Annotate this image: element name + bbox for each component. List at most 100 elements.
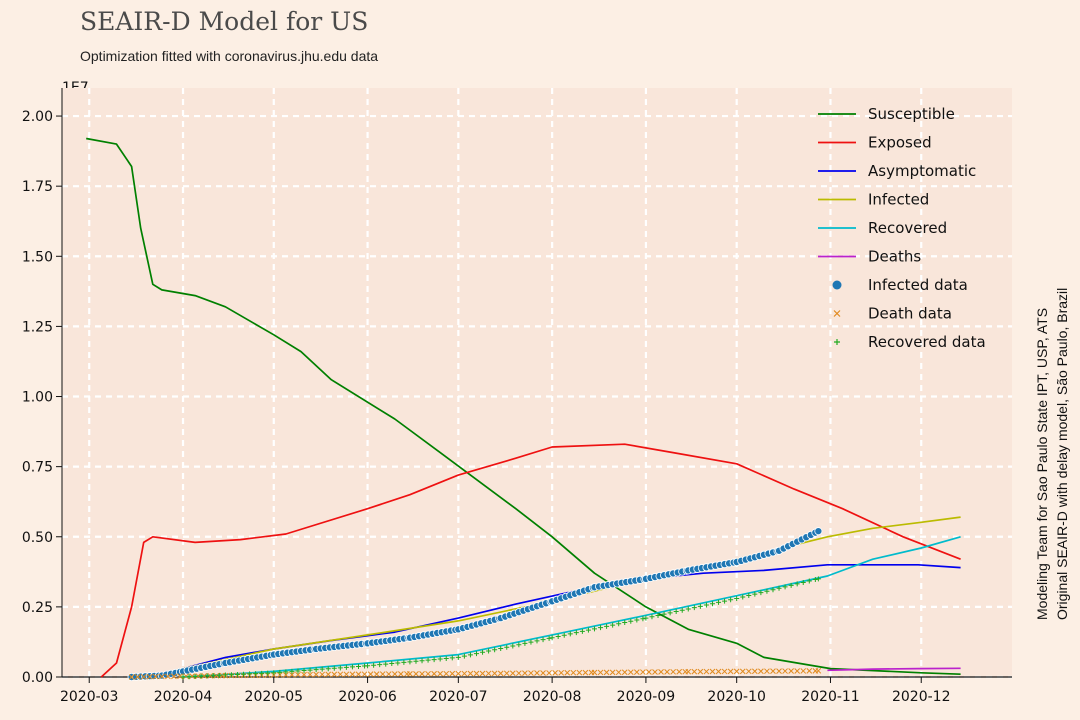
point-recovered-data xyxy=(534,638,540,644)
point-recovered-data xyxy=(180,674,186,680)
point-death-data xyxy=(591,669,598,676)
point-death-data xyxy=(295,671,301,678)
point-death-data xyxy=(633,669,640,675)
point-recovered-data xyxy=(567,631,573,637)
point-recovered-data xyxy=(289,668,295,674)
point-recovered-data xyxy=(812,577,818,583)
point-death-data xyxy=(509,670,516,677)
point-death-data xyxy=(806,668,813,674)
point-recovered-data xyxy=(186,674,192,680)
point-recovered-data xyxy=(210,673,216,679)
point-death-data xyxy=(597,669,604,676)
point-death-data xyxy=(546,670,552,676)
point-death-data xyxy=(165,673,171,680)
legend: Susceptible Exposed Asymptomatic Infected Re… xyxy=(818,105,986,351)
point-death-data xyxy=(391,671,398,677)
point-death-data xyxy=(709,668,716,675)
point-recovered-data xyxy=(419,658,425,664)
point-death-data xyxy=(788,668,794,674)
y-tick-label: 2.00 xyxy=(22,109,53,125)
point-recovered-data xyxy=(443,655,449,661)
point-death-data xyxy=(134,674,141,680)
legend-label-infected: Infected xyxy=(868,191,929,209)
series-group xyxy=(86,137,961,682)
x-tick-label: 2020-07 xyxy=(429,689,488,705)
point-death-data xyxy=(158,673,165,680)
point-recovered-data xyxy=(377,662,383,668)
x-tick-label: 2020-03 xyxy=(60,689,119,705)
point-death-data xyxy=(331,671,338,678)
x-tick-label: 2020-12 xyxy=(892,689,951,705)
point-recovered-data xyxy=(461,653,467,659)
point-recovered-data xyxy=(546,635,552,641)
legend-swatch-infected-data xyxy=(832,280,842,290)
x-tick-label: 2020-09 xyxy=(617,689,676,705)
point-death-data xyxy=(301,671,307,678)
point-death-data xyxy=(189,673,195,679)
x-tick-label: 2020-11 xyxy=(801,689,860,705)
point-recovered-data xyxy=(806,578,812,584)
point-recovered-data xyxy=(628,618,634,624)
point-death-data xyxy=(615,669,622,676)
point-recovered-data xyxy=(579,628,585,634)
point-recovered-data xyxy=(616,621,622,627)
series-asymptomatic-line xyxy=(146,563,961,678)
point-death-data xyxy=(503,670,510,677)
point-death-data xyxy=(776,668,782,674)
legend-label-asymptomatic: Asymptomatic xyxy=(868,162,976,180)
point-death-data xyxy=(425,670,431,677)
point-recovered-data xyxy=(325,666,331,672)
point-death-data xyxy=(455,670,462,677)
point-recovered-data xyxy=(716,599,722,605)
x-tick-label: 2020-06 xyxy=(338,689,397,705)
point-recovered-data xyxy=(510,643,516,649)
point-death-data xyxy=(379,671,386,677)
point-recovered-data xyxy=(679,607,685,613)
chart-title: SEAIR-D Model for US xyxy=(80,7,368,36)
point-recovered-data xyxy=(740,594,746,600)
point-recovered-data xyxy=(319,666,325,672)
point-recovered-data xyxy=(337,665,343,671)
point-death-data xyxy=(685,668,692,675)
point-recovered-data xyxy=(815,576,821,582)
point-recovered-data xyxy=(782,584,788,590)
point-recovered-data xyxy=(389,661,395,667)
point-death-data xyxy=(195,673,201,679)
point-recovered-data xyxy=(598,625,604,631)
point-recovered-data xyxy=(313,667,319,673)
point-recovered-data xyxy=(198,673,204,679)
y-tick-label: 0.75 xyxy=(22,460,53,476)
point-recovered-data xyxy=(431,657,437,663)
point-recovered-data xyxy=(241,671,247,677)
point-recovered-data xyxy=(301,668,307,674)
point-death-data xyxy=(758,668,764,675)
point-recovered-data xyxy=(228,672,234,678)
point-recovered-data xyxy=(371,662,377,668)
point-death-data xyxy=(727,668,734,675)
point-recovered-data xyxy=(528,639,534,645)
point-death-data xyxy=(385,671,392,677)
legend-label-recovered-data: Recovered data xyxy=(868,333,986,351)
point-death-data xyxy=(540,670,546,676)
point-death-data xyxy=(570,669,577,676)
point-death-data xyxy=(676,668,683,675)
point-death-data xyxy=(467,670,474,677)
y-tick-label: 1.00 xyxy=(22,390,53,406)
point-death-data xyxy=(407,671,413,677)
series-susceptible-line xyxy=(86,137,961,676)
point-death-data xyxy=(491,670,498,677)
side-credit-1: Modeling Team for Sao Paulo State IPT, U… xyxy=(1034,308,1050,620)
point-recovered-data xyxy=(549,635,555,641)
point-recovered-data xyxy=(234,671,240,677)
point-recovered-data xyxy=(467,652,473,658)
point-death-data xyxy=(764,668,770,675)
point-recovered-data xyxy=(265,670,271,676)
point-recovered-data xyxy=(343,664,349,670)
point-death-data xyxy=(343,671,350,678)
point-recovered-data xyxy=(498,646,504,651)
point-death-data xyxy=(289,671,295,678)
point-recovered-data xyxy=(722,598,728,604)
point-death-data xyxy=(337,671,344,678)
point-death-data xyxy=(361,671,368,678)
point-recovered-data xyxy=(728,597,734,603)
